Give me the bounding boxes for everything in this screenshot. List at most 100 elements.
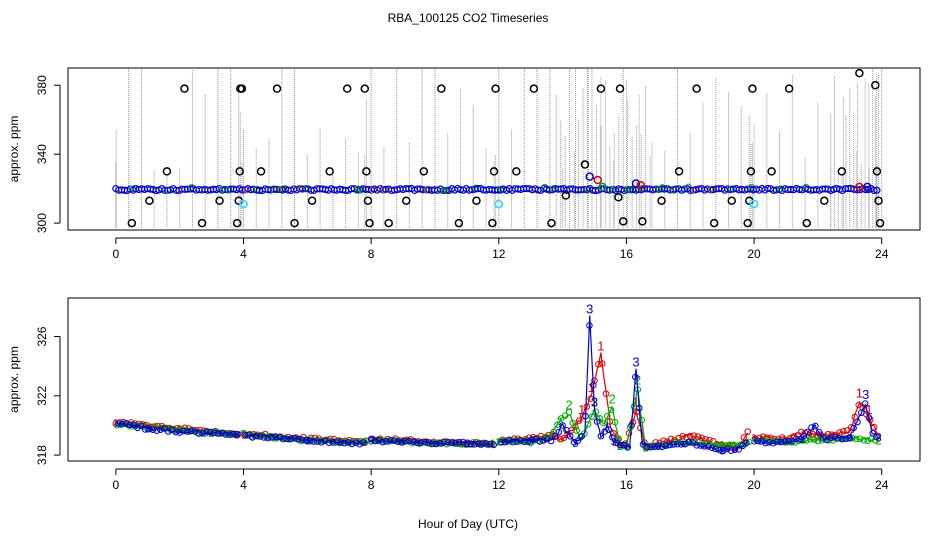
series-label-1: 1 xyxy=(578,402,585,417)
series-marker-3 xyxy=(352,439,360,447)
green-point xyxy=(658,184,666,192)
flagged-point xyxy=(419,167,429,176)
series-label-3: 3 xyxy=(368,435,374,447)
top-x-tick-label: 4 xyxy=(240,247,247,261)
series-marker-3 xyxy=(184,428,191,435)
series-marker-3 xyxy=(857,409,865,417)
series-marker-3 xyxy=(210,429,218,436)
series-marker-3 xyxy=(321,437,329,444)
series-marker-3 xyxy=(141,426,149,433)
series-marker-3 xyxy=(812,422,819,430)
series-marker-3 xyxy=(115,420,122,427)
series-marker-3 xyxy=(329,439,337,446)
flagged-point xyxy=(748,84,757,93)
series-label-2: 2 xyxy=(617,441,623,453)
series-marker-2 xyxy=(860,436,868,444)
series-marker-3 xyxy=(440,439,448,446)
flagged-point xyxy=(472,196,481,205)
series-marker-3 xyxy=(712,445,720,453)
series-marker-3 xyxy=(452,440,459,447)
series-marker-3 xyxy=(574,437,582,444)
series-marker-3 xyxy=(800,432,808,440)
top-x-tick-label: 16 xyxy=(620,247,634,261)
series-marker-2 xyxy=(864,437,871,444)
flagged-point xyxy=(674,167,684,176)
series-marker-3 xyxy=(314,438,321,445)
flagged-point xyxy=(596,84,606,93)
series-marker-3 xyxy=(207,428,214,436)
series-marker-3 xyxy=(122,419,130,427)
series-marker-1 xyxy=(583,403,591,410)
top-plot-frame xyxy=(67,67,921,231)
series-marker-3 xyxy=(559,422,566,429)
series-marker-3 xyxy=(471,441,478,448)
series-marker-3 xyxy=(651,443,658,451)
series-marker-3 xyxy=(708,444,716,452)
series-marker-3 xyxy=(578,432,586,440)
flagged-point xyxy=(743,218,752,228)
series-marker-1 xyxy=(575,417,583,424)
colored-point xyxy=(585,172,594,181)
flagged-point xyxy=(145,196,154,205)
flagged-point xyxy=(580,160,590,169)
series-marker-3 xyxy=(586,322,593,329)
series-marker-3 xyxy=(256,433,264,440)
series-marker-3 xyxy=(609,434,616,441)
flagged-point xyxy=(638,217,647,226)
series-marker-2 xyxy=(872,436,879,444)
series-marker-3 xyxy=(287,435,295,443)
series-marker-3 xyxy=(302,436,310,444)
series-marker-3 xyxy=(731,446,739,454)
series-marker-3 xyxy=(371,437,379,445)
bottom-x-tick-label: 8 xyxy=(368,478,375,492)
flagged-point xyxy=(454,218,464,228)
series-label-3: 3 xyxy=(751,435,757,447)
series-marker-3 xyxy=(149,426,157,434)
series-label-3: 3 xyxy=(591,395,598,410)
series-marker-3 xyxy=(172,428,180,436)
series-marker-2 xyxy=(573,427,580,434)
top-y-tick-label: 300 xyxy=(35,213,49,233)
series-marker-3 xyxy=(176,429,183,436)
cyan-point xyxy=(494,199,504,209)
flagged-point xyxy=(360,84,370,93)
series-marker-2 xyxy=(561,412,569,420)
series-marker-3 xyxy=(815,428,823,436)
series-label-2: 2 xyxy=(565,398,572,413)
series-marker-3 xyxy=(773,438,781,445)
flagged-point xyxy=(692,84,701,93)
flagged-point xyxy=(875,218,885,228)
series-marker-3 xyxy=(536,438,543,445)
flagged-point xyxy=(820,196,829,205)
series-marker-3 xyxy=(298,436,306,444)
series-marker-3 xyxy=(766,439,773,446)
orange-point xyxy=(243,186,251,194)
series-marker-3 xyxy=(306,437,314,445)
series-marker-3 xyxy=(555,428,563,436)
series-marker-1 xyxy=(702,436,709,443)
flagged-point xyxy=(784,84,794,93)
flagged-point xyxy=(127,218,137,228)
bottom-x-tick-label: 12 xyxy=(492,478,506,492)
series-marker-2 xyxy=(565,408,573,416)
series-marker-3 xyxy=(348,440,356,448)
series-marker-3 xyxy=(624,444,632,451)
flagged-point xyxy=(256,167,266,176)
series-marker-2 xyxy=(856,435,864,443)
series-marker-3 xyxy=(222,431,229,438)
cyan-point xyxy=(749,199,759,209)
flagged-point xyxy=(365,218,374,228)
bottom-x-tick-label: 20 xyxy=(747,478,761,492)
series-marker-1 xyxy=(556,435,564,443)
series-marker-1 xyxy=(740,434,748,441)
series-marker-3 xyxy=(406,437,413,445)
series-marker-1 xyxy=(744,428,751,436)
flagged-point xyxy=(215,196,224,205)
series-marker-3 xyxy=(337,439,344,446)
top-y-tick-label: 380 xyxy=(35,75,49,95)
bottom-plot-frame xyxy=(67,297,921,462)
green-point xyxy=(776,185,784,193)
series-marker-3 xyxy=(134,424,141,432)
